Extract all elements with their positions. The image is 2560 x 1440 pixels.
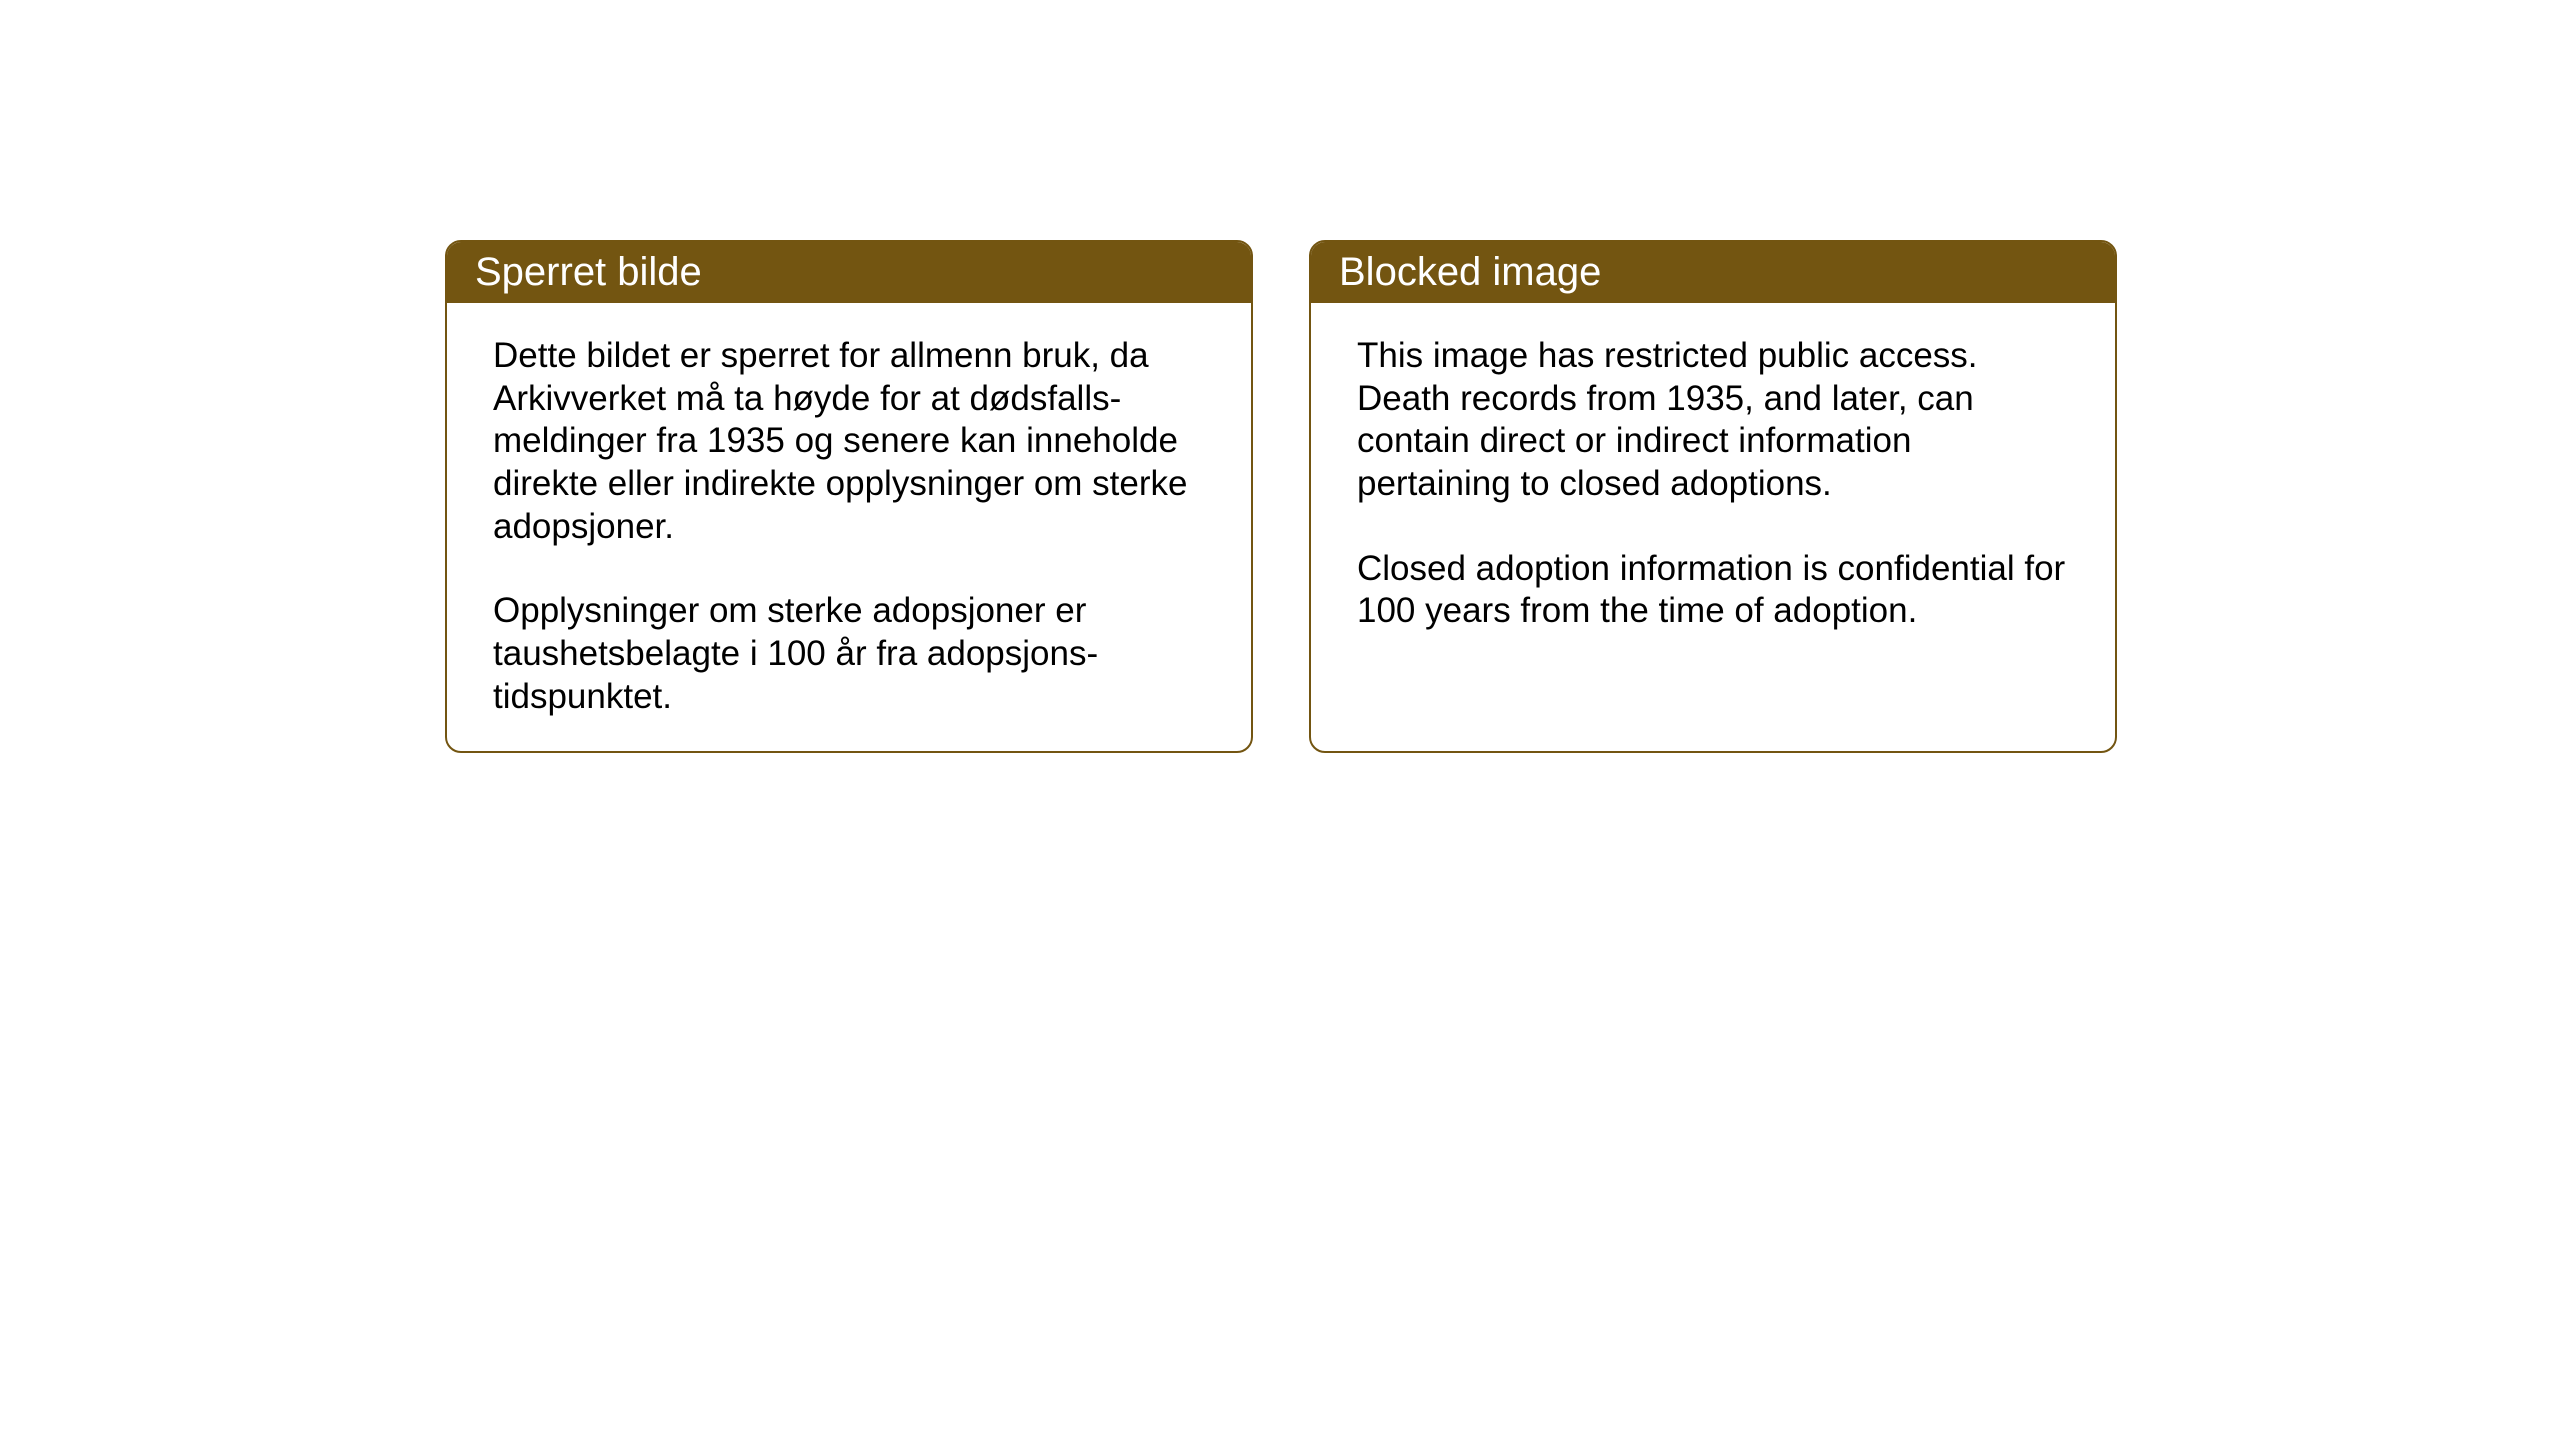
notice-paragraph-1-norwegian: Dette bildet er sperret for allmenn bruk… <box>493 335 1205 548</box>
notice-body-norwegian: Dette bildet er sperret for allmenn bruk… <box>447 303 1251 751</box>
notice-title-norwegian: Sperret bilde <box>475 250 702 294</box>
notice-cards-container: Sperret bilde Dette bildet er sperret fo… <box>445 240 2117 753</box>
notice-header-english: Blocked image <box>1311 242 2115 303</box>
notice-card-english: Blocked image This image has restricted … <box>1309 240 2117 753</box>
notice-paragraph-2-norwegian: Opplysninger om sterke adopsjoner er tau… <box>493 590 1205 718</box>
notice-title-english: Blocked image <box>1339 250 1601 294</box>
notice-header-norwegian: Sperret bilde <box>447 242 1251 303</box>
notice-paragraph-2-english: Closed adoption information is confident… <box>1357 548 2069 633</box>
notice-paragraph-1-english: This image has restricted public access.… <box>1357 335 2069 506</box>
notice-body-english: This image has restricted public access.… <box>1311 303 2115 751</box>
notice-card-norwegian: Sperret bilde Dette bildet er sperret fo… <box>445 240 1253 753</box>
